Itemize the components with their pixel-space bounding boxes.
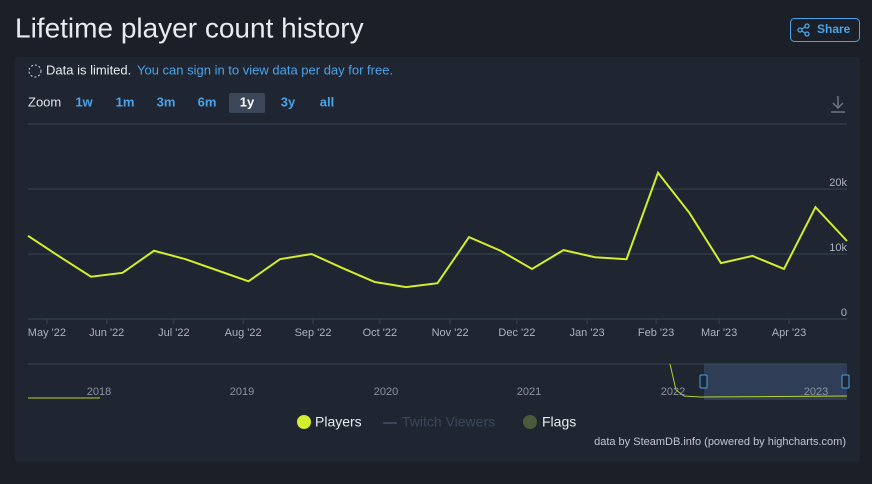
navigator-window[interactable]: [704, 364, 847, 400]
share-button[interactable]: [790, 18, 860, 42]
navigator-label: 2022: [661, 386, 685, 398]
panel: [15, 57, 860, 462]
limited-icon: [28, 64, 42, 78]
legend-label[interactable]: Players: [315, 414, 362, 430]
legend-label[interactable]: Flags: [542, 414, 576, 430]
x-tick-label: Nov '22: [432, 327, 469, 339]
navigator-line: [669, 363, 848, 398]
zoom-button[interactable]: all: [320, 94, 334, 109]
legend-label[interactable]: Twitch Viewers: [402, 414, 495, 430]
zoom-label: Zoom: [28, 94, 61, 109]
x-tick-label: Apr '23: [772, 327, 807, 339]
x-tick-label: Dec '22: [498, 327, 535, 339]
x-tick-label: Jun '22: [89, 327, 124, 339]
share-label[interactable]: Share: [817, 22, 851, 36]
y-tick-label: 0: [841, 307, 847, 319]
navigator-handle[interactable]: [699, 374, 708, 389]
share-icon: [797, 23, 810, 37]
zoom-button[interactable]: 1y: [240, 94, 255, 109]
sign-in-link[interactable]: You can sign in to view data per day for…: [137, 62, 393, 77]
navigator-label: 2018: [87, 386, 111, 398]
legend-symbol: [297, 415, 311, 429]
credits: data by SteamDB.info (powered by highcha…: [594, 436, 846, 448]
x-tick-label: Mar '23: [701, 327, 737, 339]
x-tick-label: Oct '22: [363, 327, 398, 339]
x-tick-label: Feb '23: [638, 327, 674, 339]
x-tick-label: Jan '23: [570, 327, 605, 339]
x-tick-label: Jul '22: [158, 327, 189, 339]
notice-text: Data is limited.: [46, 62, 131, 77]
zoom-button[interactable]: 1w: [75, 94, 93, 109]
legend-symbol: [523, 415, 537, 429]
navigator-label: 2023: [804, 386, 828, 398]
x-tick-label: May '22: [28, 327, 66, 339]
x-tick-label: Aug '22: [225, 327, 262, 339]
y-tick-label: 10k: [829, 242, 847, 254]
y-tick-label: 20k: [829, 177, 847, 189]
navigator-label: 2020: [374, 386, 398, 398]
navigator-label: 2021: [517, 386, 541, 398]
navigator-label: 2019: [230, 386, 254, 398]
zoom-button[interactable]: 6m: [198, 94, 217, 109]
x-tick-label: Sep '22: [295, 327, 332, 339]
navigator-handle[interactable]: [841, 374, 850, 389]
zoom-active-bg: [229, 93, 265, 113]
zoom-button[interactable]: 1m: [116, 94, 135, 109]
page-title: Lifetime player count history: [15, 12, 364, 43]
zoom-button[interactable]: 3y: [281, 94, 296, 109]
series-line: [27, 170, 848, 289]
download-icon[interactable]: [831, 96, 845, 113]
zoom-button[interactable]: 3m: [157, 94, 176, 109]
